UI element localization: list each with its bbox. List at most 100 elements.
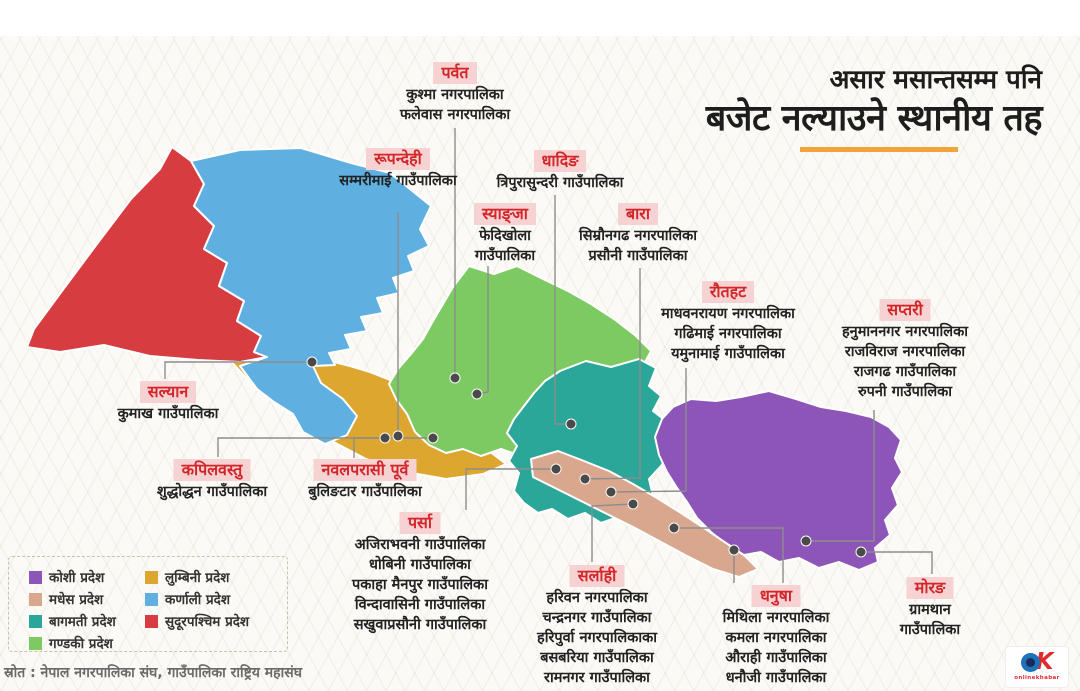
district-heading: रौतहट xyxy=(701,281,755,303)
municipality-name: चन्द्रनगर गाउँपालिका xyxy=(542,610,652,626)
map-dot xyxy=(800,535,812,547)
municipality-name: धनौजी गाउँपालिका xyxy=(725,670,827,686)
municipality-name: हनुमाननगर नगरपालिका xyxy=(841,324,969,340)
municipality-name: त्रिपुरासुन्दरी गाउँपालिका xyxy=(496,175,624,191)
map-dot xyxy=(306,356,318,368)
map-dot xyxy=(392,430,404,442)
logo-o-circle xyxy=(1020,652,1040,672)
district-heading: पर्वत xyxy=(433,62,477,84)
legend-item-madhesh: मधेस प्रदेश xyxy=(29,588,116,610)
municipality-name: राजविराज नगरपालिका xyxy=(844,344,966,360)
municipality-name: सम्मरीमाई गाउँपालिका xyxy=(339,173,457,189)
legend-swatch-sudurpashchim xyxy=(145,614,158,628)
district-heading: बारा xyxy=(618,203,658,225)
legend-label: मधेस प्रदेश xyxy=(49,592,104,608)
connector-dhanusha xyxy=(674,527,784,583)
legend-swatch-lumbini xyxy=(145,570,158,584)
legend-item-koshi: कोशी प्रदेश xyxy=(29,566,116,588)
district-label-parbat: पर्वत कुश्मा नगरपालिका फलेवास नगरपालिका xyxy=(345,62,565,125)
municipality-name: धोबिनी गाउँपालिका xyxy=(369,557,471,573)
municipality-name: रामनगर गाउँपालिका xyxy=(544,670,650,686)
map-dot xyxy=(579,473,591,485)
municipality-name: हरिवन नगरपालिका xyxy=(546,590,648,606)
district-label-syangja: स्याङ्जा फेदिखोला गाउँपालिका xyxy=(450,203,560,266)
map-dot xyxy=(855,546,867,558)
legend-label: गण्डकी प्रदेश xyxy=(49,636,113,652)
district-label-parsa: पर्सा अजिराभवनी गाउँपालिका धोबिनी गाउँपा… xyxy=(303,512,538,635)
district-heading: सर्लाही xyxy=(569,565,625,587)
district-label-bara: बारा सिम्रौनगढ नगरपालिका प्रसौनी गाउँपाल… xyxy=(533,203,743,266)
map-dot xyxy=(550,463,562,475)
title-underline xyxy=(800,147,958,152)
map-dot xyxy=(605,486,617,498)
legend-label: लुम्बिनी प्रदेश xyxy=(165,570,230,586)
district-heading: पर्सा xyxy=(399,512,441,534)
map-dot xyxy=(449,372,461,384)
legend-swatch-gandaki xyxy=(29,636,42,650)
municipality-name: मिथिला नगरपालिका xyxy=(722,610,830,626)
logo-ok-icon: K xyxy=(1006,649,1068,675)
municipality-name: यमुनामाई गाउँपालिका xyxy=(671,346,785,362)
municipality-name: फेदिखोला गाउँपालिका xyxy=(474,228,536,264)
map-dot xyxy=(627,498,639,510)
legend-column-2: लुम्बिनी प्रदेश कर्णाली प्रदेश सुदूरपश्च… xyxy=(145,566,249,632)
legend-item-bagmati: बागमती प्रदेश xyxy=(29,610,116,632)
legend-label: सुदूरपश्चिम प्रदेश xyxy=(165,614,250,630)
municipality-name: राजगढ गाउँपालिका xyxy=(853,364,957,380)
district-label-salyan: सल्यान कुमाख गाउँपालिका xyxy=(58,381,278,424)
district-label-rautahat: रौतहट माधवनरायण नगरपालिका गढिमाई नगरपालि… xyxy=(612,281,844,364)
map-dot xyxy=(471,388,483,400)
municipality-name: रुपनी गाउँपालिका xyxy=(857,384,953,400)
map-dot xyxy=(565,418,577,430)
district-heading: सप्तरी xyxy=(879,299,931,321)
district-label-nawalparasi-purba: नवलपरासी पूर्व बुलिङटार गाउँपालिका xyxy=(263,459,468,502)
legend-swatch-bagmati xyxy=(29,614,42,628)
legend-label: कर्णाली प्रदेश xyxy=(165,592,231,608)
district-heading: मोरङ xyxy=(906,577,954,599)
district-label-dhading: धादिङ त्रिपुरासुन्दरी गाउँपालिका xyxy=(440,150,680,193)
province-karnali xyxy=(190,147,432,445)
legend-item-karnali: कर्णाली प्रदेश xyxy=(145,588,249,610)
legend-swatch-karnali xyxy=(145,592,158,606)
map-dot xyxy=(728,544,740,556)
connector-bara xyxy=(584,268,641,480)
municipality-name: सखुवाप्रसौनी गाउँपालिका xyxy=(353,617,487,633)
municipality-name: बुलिङटार गाउँपालिका xyxy=(308,484,422,500)
legend-label: कोशी प्रदेश xyxy=(49,570,105,586)
connector-rautahat xyxy=(610,368,687,493)
municipality-name: कुश्मा नगरपालिका xyxy=(406,87,504,103)
municipality-name: प्रसौनी गाउँपालिका xyxy=(588,248,688,264)
legend-item-sudurpashchim: सुदूरपश्चिम प्रदेश xyxy=(145,610,249,632)
district-label-kapilvastu: कपिलवस्तु शुद्धोद्धन गाउँपालिका xyxy=(115,459,310,502)
connector-saptari xyxy=(806,410,875,542)
logo-onlinekhabar: K onlinekhabar xyxy=(1006,647,1068,687)
district-heading: धनुषा xyxy=(751,585,801,607)
district-heading: नवलपरासी पूर्व xyxy=(313,459,417,481)
legend: कोशी प्रदेश मधेस प्रदेश बागमती प्रदेश गण… xyxy=(8,556,288,652)
legend-item-lumbini: लुम्बिनी प्रदेश xyxy=(145,566,249,588)
district-label-saptari: सप्तरी हनुमाननगर नगरपालिका राजविराज नगरप… xyxy=(793,299,1018,402)
municipality-name: ग्रामथान गाउँपालिका xyxy=(899,602,961,638)
logo-k-letter: K xyxy=(1035,648,1054,675)
district-label-rupandehi: रूपन्देही सम्मरीमाई गाउँपालिका xyxy=(339,148,457,191)
municipality-name: माधवनरायण नगरपालिका xyxy=(661,306,795,322)
district-label-sarlahi: सर्लाही हरिवन नगरपालिका चन्द्रनगर गाउँपा… xyxy=(495,565,700,688)
connector-salyan xyxy=(164,361,312,379)
municipality-name: हरिपुर्वा नगरपालिकाका xyxy=(537,630,657,646)
municipality-name: विन्दावासिनी गाउँपालिका xyxy=(354,597,486,613)
district-label-dhanusha: धनुषा मिथिला नगरपालिका कमला नगरपालिका और… xyxy=(679,585,874,688)
legend-column-1: कोशी प्रदेश मधेस प्रदेश बागमती प्रदेश गण… xyxy=(29,566,116,654)
municipality-name: पकाहा मैनपुर गाउँपालिका xyxy=(352,577,488,593)
municipality-name: बसबरिया गाउँपालिका xyxy=(540,650,654,666)
municipality-name: अजिराभवनी गाउँपालिका xyxy=(354,537,486,553)
logo-subtext: onlinekhabar xyxy=(1014,675,1060,681)
municipality-name: फलेवास नगरपालिका xyxy=(399,107,511,123)
title-line2: बजेट नल्याउने स्थानीय तह xyxy=(705,98,1043,139)
legend-label: बागमती प्रदेश xyxy=(49,614,116,630)
district-heading: कपिलवस्तु xyxy=(173,459,251,481)
page-title: असार मसान्तसम्म पनि बजेट नल्याउने स्थानी… xyxy=(705,64,1043,142)
connector-morang xyxy=(861,551,933,574)
municipality-name: सिम्रौनगढ नगरपालिका xyxy=(578,228,698,244)
